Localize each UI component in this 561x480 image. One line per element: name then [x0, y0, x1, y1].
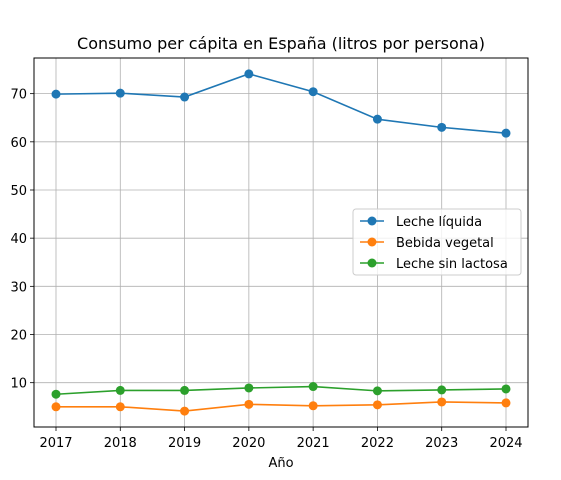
- data-point: [308, 401, 318, 411]
- x-tick-label: 2023: [425, 436, 458, 451]
- legend-swatch-marker: [367, 258, 377, 268]
- data-point: [308, 382, 318, 392]
- plot-frame: [33, 57, 529, 428]
- data-point: [244, 383, 254, 393]
- series-line: [55, 73, 507, 134]
- data-point: [115, 385, 125, 395]
- data-point: [51, 402, 61, 412]
- y-axis: 10 20 30 40 50 60 70: [10, 88, 34, 392]
- x-axis: 2017 2018 2019 2020 2021 2022 2023 2024: [39, 427, 523, 451]
- data-point: [501, 398, 511, 408]
- legend-item: Bebida vegetal: [360, 236, 494, 251]
- series-2: [51, 382, 511, 399]
- x-tick-label: 2024: [489, 436, 522, 451]
- x-tick-label: 2022: [361, 436, 394, 451]
- data-point: [115, 402, 125, 412]
- data-point: [501, 128, 511, 138]
- series-1: [51, 397, 511, 416]
- data-point: [244, 69, 254, 79]
- series-0: [51, 69, 511, 138]
- data-point: [180, 92, 190, 102]
- data-point: [180, 406, 190, 416]
- legend-swatch-marker: [367, 216, 377, 226]
- x-tick-label: 2017: [39, 436, 72, 451]
- y-tick-label: 20: [10, 329, 27, 344]
- data-point: [372, 114, 382, 124]
- data-point: [308, 87, 318, 97]
- x-tick-label: 2020: [232, 436, 265, 451]
- data-point: [51, 389, 61, 399]
- data-point: [372, 400, 382, 410]
- x-tick-label: 2021: [297, 436, 330, 451]
- legend-item: Leche sin lactosa: [360, 257, 508, 272]
- legend-box: [352, 208, 522, 276]
- legend-label: Bebida vegetal: [396, 236, 494, 251]
- series-line: [56, 401, 507, 412]
- data-point: [115, 88, 125, 98]
- y-tick-label: 30: [10, 280, 27, 295]
- x-tick-label: 2018: [104, 436, 137, 451]
- data-point: [51, 89, 61, 99]
- x-axis-label: Año: [268, 456, 293, 471]
- legend-item: Leche líquida: [360, 215, 482, 230]
- data-point: [372, 386, 382, 396]
- series-line: [55, 385, 507, 396]
- y-tick-label: 10: [10, 377, 27, 392]
- legend: Leche líquida Bebida vegetal Leche sin lac…: [352, 208, 522, 276]
- data-point: [437, 122, 447, 132]
- data-point: [437, 397, 447, 407]
- chart-title: Consumo per cápita en España (litros por…: [77, 34, 485, 53]
- x-tick-label: 2019: [168, 436, 201, 451]
- series-layer: [51, 69, 511, 416]
- data-point: [180, 385, 190, 395]
- data-point: [244, 399, 254, 409]
- y-tick-label: 70: [10, 88, 27, 103]
- legend-label: Leche líquida: [396, 215, 482, 230]
- grid-lines: [34, 58, 528, 427]
- legend-swatch-marker: [367, 237, 377, 247]
- data-point: [501, 384, 511, 394]
- data-point: [437, 385, 447, 395]
- y-tick-label: 40: [10, 232, 27, 247]
- y-tick-label: 60: [10, 136, 27, 151]
- y-tick-label: 50: [10, 184, 27, 199]
- legend-label: Leche sin lactosa: [396, 257, 508, 272]
